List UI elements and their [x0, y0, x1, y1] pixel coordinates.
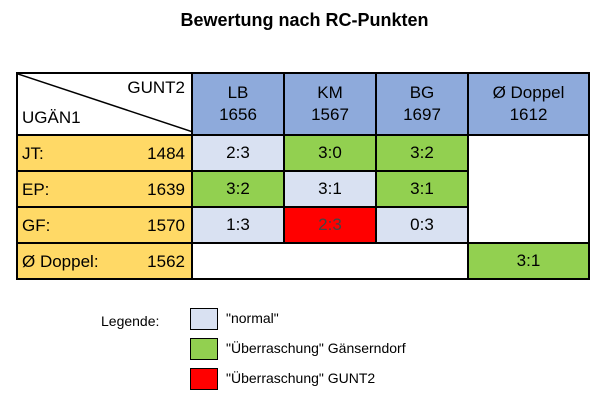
result-cell: 3:2 [375, 134, 469, 172]
player-name: JT: [22, 144, 44, 163]
legend-text: "Überraschung" GUNT2 [226, 370, 376, 386]
empty-cell [467, 134, 590, 244]
corner-cell: GUNT2 UGÄN1 [16, 72, 193, 136]
player-cell: JT: 1484 [16, 134, 193, 172]
player-score: 1562 [147, 252, 185, 271]
player-cell: EP: 1639 [16, 170, 193, 208]
header-score: 1612 [509, 105, 548, 124]
header-score: 1567 [311, 105, 349, 124]
header-lb: LB 1656 [191, 72, 285, 136]
player-score: 1484 [147, 144, 185, 163]
header-row: GUNT2 UGÄN1 LB 1656 KM 1567 BG 1697 Ø Do… [16, 72, 590, 136]
player-cell: Ø Doppel: 1562 [16, 242, 193, 280]
header-name: LB [227, 83, 249, 102]
header-score: 1697 [403, 105, 441, 124]
table-row: JT: 1484 2:3 3:0 3:2 [16, 134, 590, 244]
player-cell: GF: 1570 [16, 206, 193, 244]
legend-swatch [190, 308, 218, 330]
header-name: Ø Doppel [492, 83, 565, 102]
result-cell: 3:2 [191, 170, 285, 208]
header-name: KM [317, 83, 343, 102]
empty-cell [191, 242, 469, 280]
header-name: BG [409, 83, 435, 102]
result-cell: 2:3 [191, 134, 285, 172]
player-name: GF: [22, 216, 51, 235]
header-doppel: Ø Doppel 1612 [467, 72, 590, 136]
result-cell: 1:3 [191, 206, 285, 244]
result-cell: 3:1 [283, 170, 377, 208]
player-name: Ø Doppel: [22, 252, 99, 271]
result-cell: 3:1 [467, 242, 590, 280]
corner-top-label: GUNT2 [127, 78, 185, 97]
legend-text: "Überraschung" Gänserndorf [226, 340, 406, 356]
result-cell: 0:3 [375, 206, 469, 244]
results-table: GUNT2 UGÄN1 LB 1656 KM 1567 BG 1697 Ø Do… [16, 72, 590, 280]
result-cell: 3:0 [283, 134, 377, 172]
diagonal-line [18, 74, 193, 133]
table-row: Ø Doppel: 1562 3:1 [16, 242, 590, 280]
player-name: EP: [22, 180, 50, 199]
legend-text: "normal" [226, 310, 279, 326]
table-row: EP: 1639 3:2 3:1 3:1 [16, 170, 589, 208]
player-score: 1570 [147, 216, 185, 235]
corner-bottom-label: UGÄN1 [22, 108, 81, 127]
header-bg: BG 1697 [375, 72, 469, 136]
page-title: Bewertung nach RC-Punkten [180, 10, 429, 30]
legend-swatch [190, 338, 218, 360]
header-km: KM 1567 [283, 72, 377, 136]
legend-swatch [190, 368, 218, 390]
result-cell: 3:1 [375, 170, 469, 208]
table-row: GF: 1570 1:3 2:3 0:3 [16, 206, 589, 244]
legend-label: Legende: [101, 313, 160, 329]
result-cell: 2:3 [283, 206, 377, 244]
player-score: 1639 [147, 180, 185, 199]
header-score: 1656 [219, 105, 257, 124]
